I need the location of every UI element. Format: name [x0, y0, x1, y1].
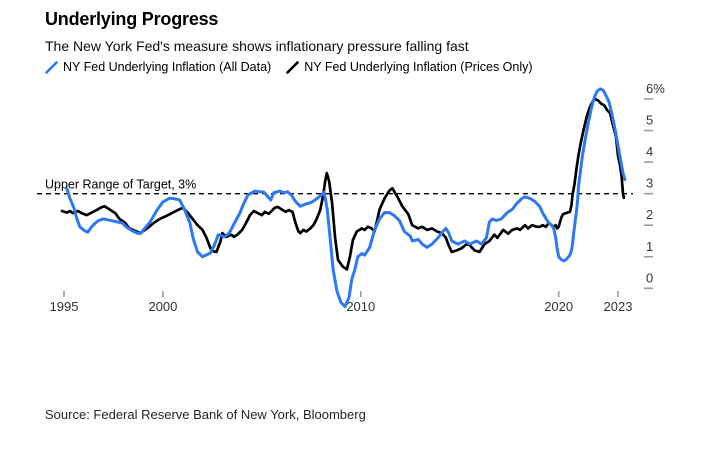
- y-tick-label: 3: [646, 176, 653, 191]
- legend-item-all-data: NY Fed Underlying Inflation (All Data): [45, 60, 271, 74]
- x-tick-label: 2020: [544, 299, 573, 314]
- series-line-prices-only: [60, 97, 626, 271]
- y-tick-label: 2: [646, 207, 653, 222]
- x-tick-label: 2000: [148, 299, 177, 314]
- x-tick-label: 2010: [346, 299, 375, 314]
- blue-line-slash-icon: [45, 60, 58, 74]
- legend-item-prices-only: NY Fed Underlying Inflation (Prices Only…: [286, 60, 533, 74]
- y-tick-label: 4: [646, 144, 653, 159]
- x-tick-label: 1995: [50, 299, 79, 314]
- x-tick-label: 2023: [604, 299, 633, 314]
- y-tick-label: 5: [646, 113, 653, 128]
- y-tick-label: 1: [646, 239, 653, 254]
- black-line-slash-icon: [286, 60, 300, 74]
- chart-legend: NY Fed Underlying Inflation (All Data) N…: [45, 60, 533, 74]
- series-line-all-data: [65, 87, 627, 309]
- legend-label-prices-only: NY Fed Underlying Inflation (Prices Only…: [304, 60, 533, 74]
- target-line-label: Upper Range of Target, 3%: [45, 178, 196, 192]
- legend-label-all-data: NY Fed Underlying Inflation (All Data): [63, 60, 272, 74]
- page-title: Underlying Progress: [45, 9, 219, 29]
- source-note: Source: Federal Reserve Bank of New York…: [45, 407, 366, 422]
- y-tick-label: 6%: [646, 81, 665, 96]
- y-tick-label: 0: [646, 270, 653, 285]
- chart-subtitle: The New York Fed's measure shows inflati…: [45, 38, 469, 54]
